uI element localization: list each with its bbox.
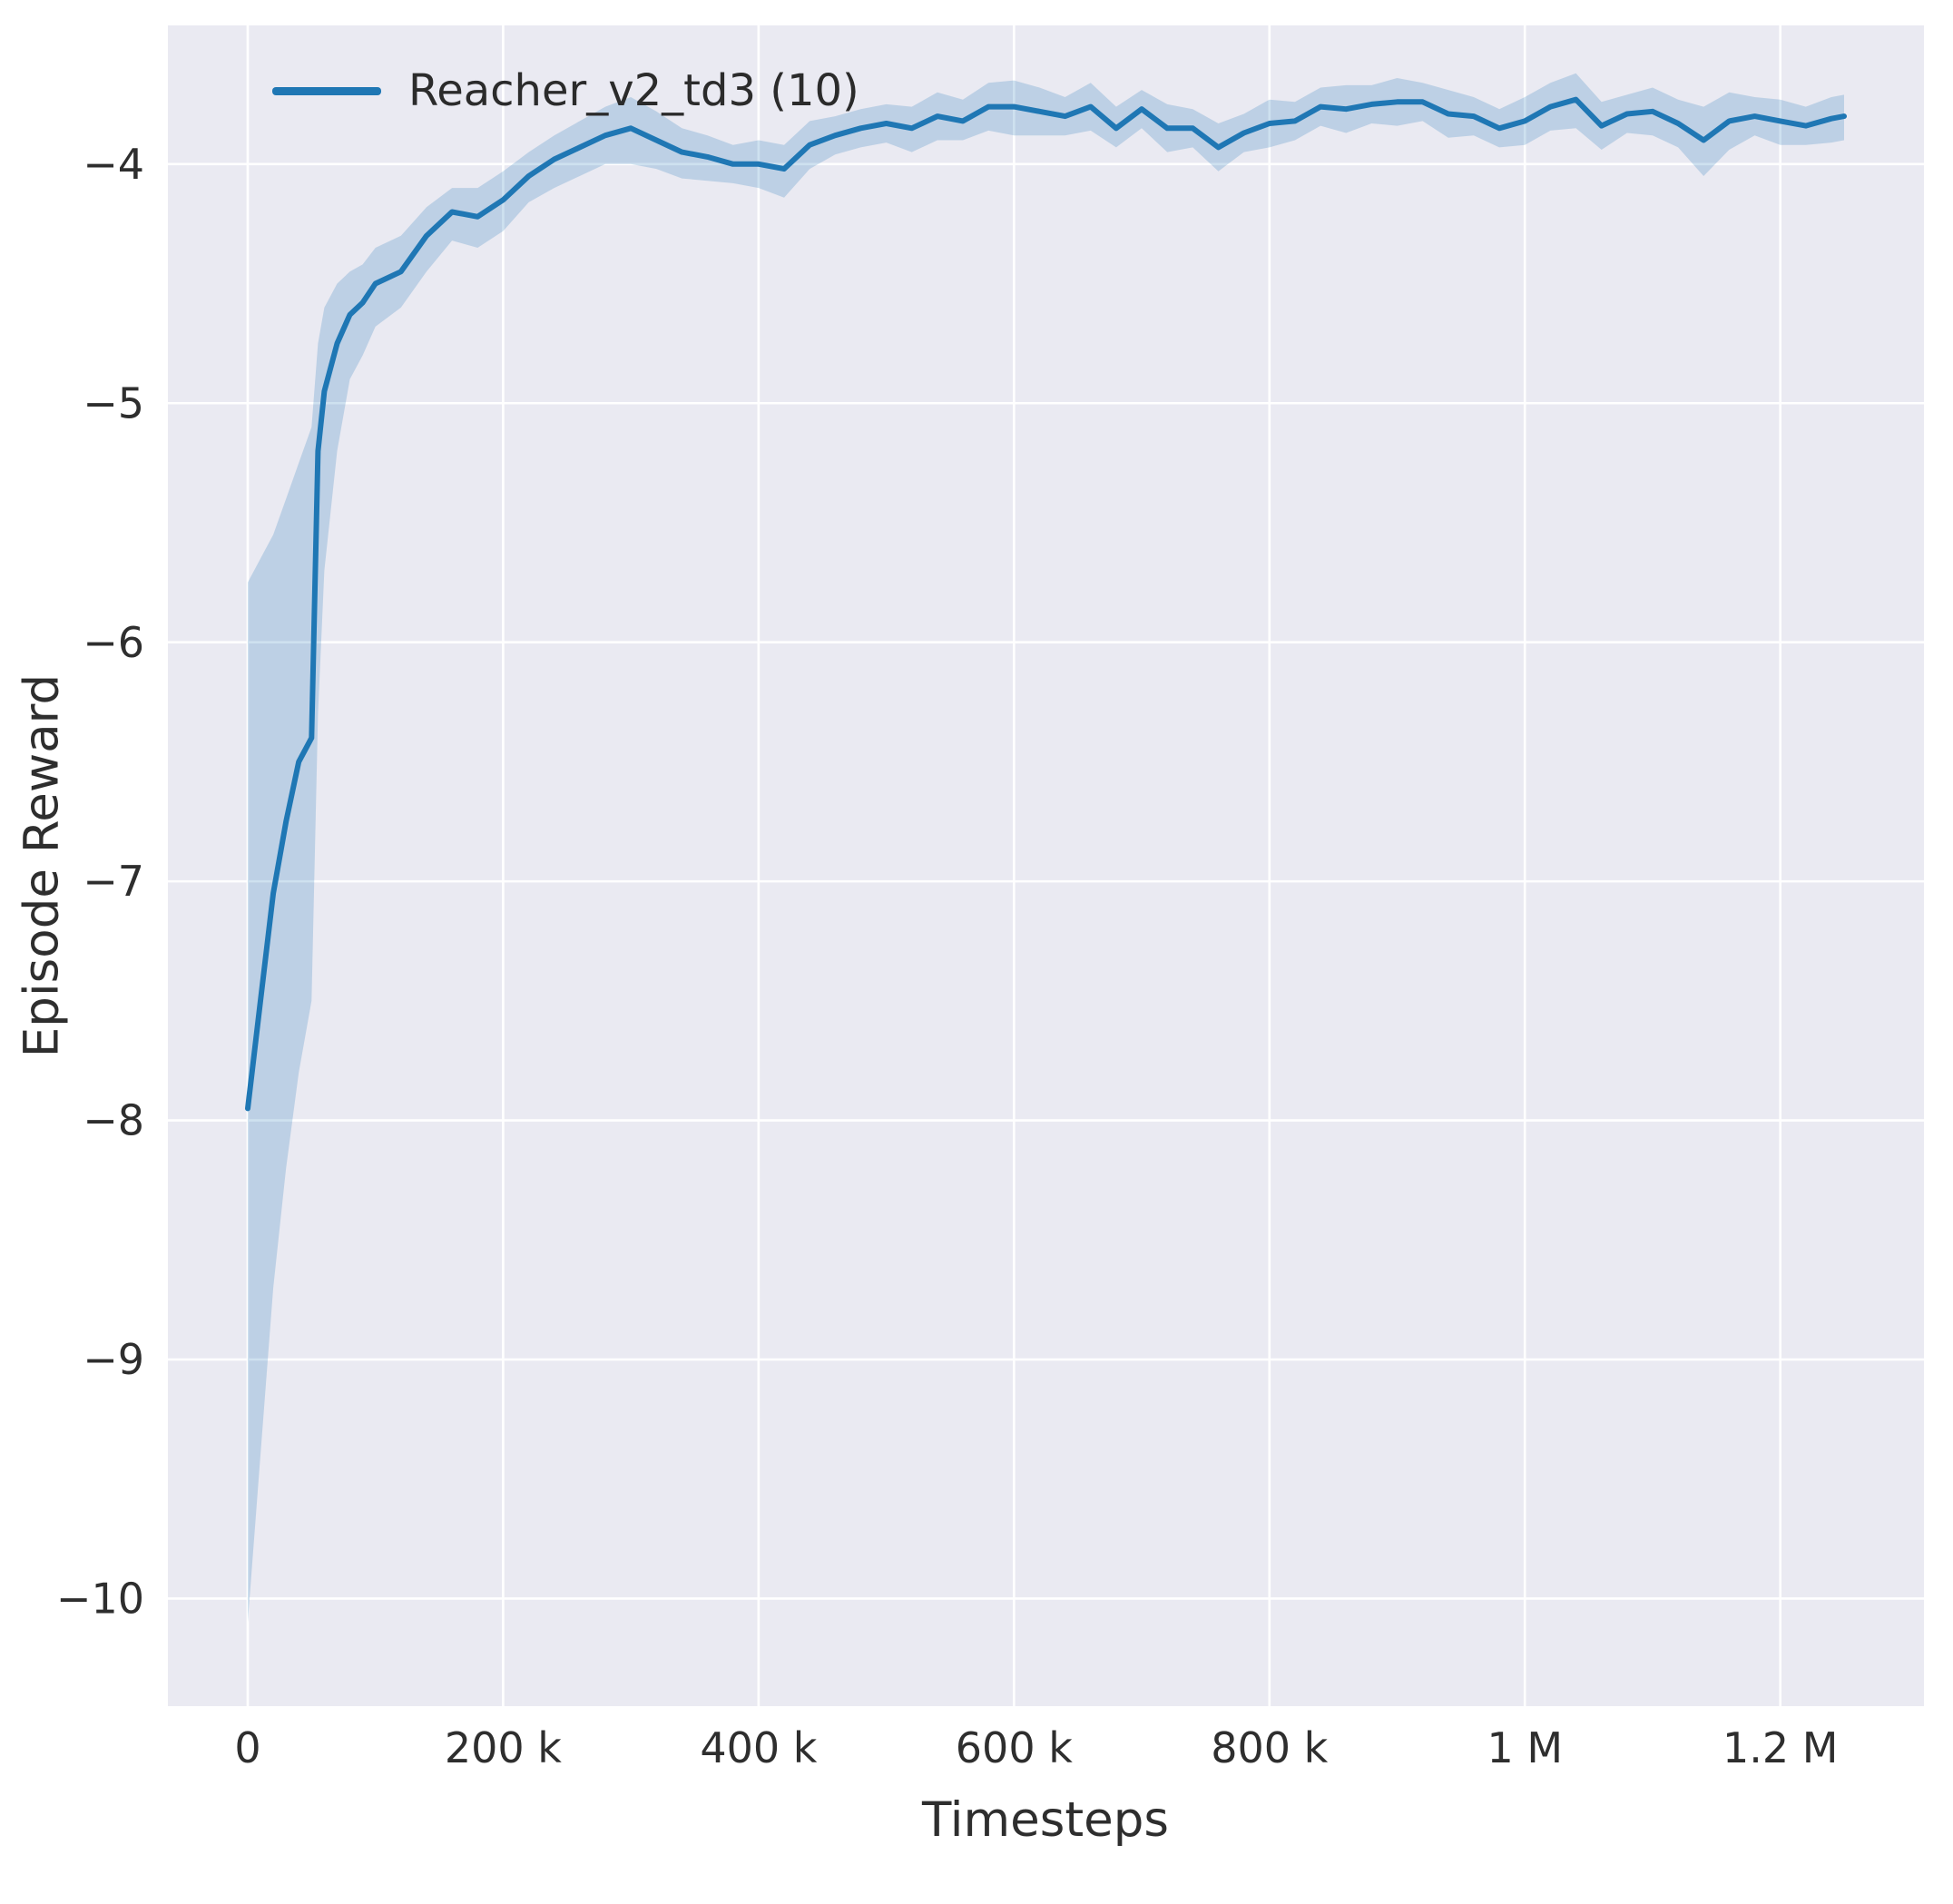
y-tick-label: −8 bbox=[83, 1096, 144, 1145]
x-tick-label: 800 k bbox=[1211, 1723, 1328, 1772]
legend-line-swatch bbox=[272, 86, 381, 95]
y-tick-label: −10 bbox=[56, 1575, 144, 1624]
legend-label: Reacher_v2_td3 (10) bbox=[408, 65, 859, 116]
y-tick-label: −7 bbox=[83, 857, 144, 906]
x-tick-label: 1 M bbox=[1487, 1723, 1563, 1772]
y-tick-label: −5 bbox=[83, 378, 144, 427]
legend: Reacher_v2_td3 (10) bbox=[272, 65, 859, 116]
x-tick-label: 1.2 M bbox=[1722, 1723, 1838, 1772]
y-tick-label: −9 bbox=[83, 1335, 144, 1384]
y-tick-label: −4 bbox=[83, 140, 144, 189]
x-tick-label: 200 k bbox=[445, 1723, 562, 1772]
y-tick-label: −6 bbox=[83, 618, 144, 667]
x-axis-label: Timesteps bbox=[922, 1792, 1169, 1848]
x-tick-label: 0 bbox=[234, 1723, 260, 1772]
x-tick-label: 600 k bbox=[956, 1723, 1073, 1772]
x-tick-label: 400 k bbox=[700, 1723, 817, 1772]
y-axis-label: Episode Reward bbox=[14, 673, 70, 1058]
